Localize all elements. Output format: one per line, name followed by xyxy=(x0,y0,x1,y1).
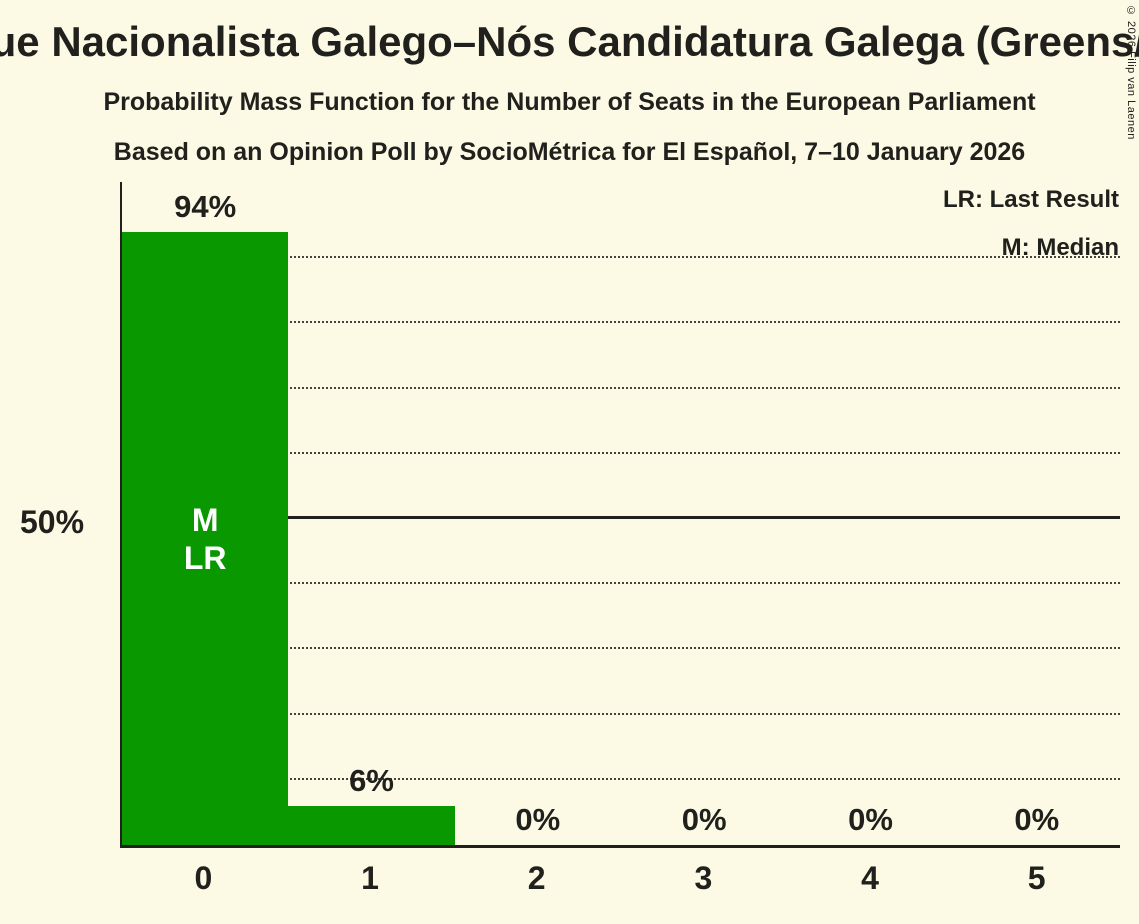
value-label-seats-0: 94% xyxy=(174,189,237,225)
gridline-30pct xyxy=(122,647,1120,650)
gridline-40pct xyxy=(122,582,1120,585)
gridline-70pct xyxy=(122,386,1120,389)
x-tick-label-2: 2 xyxy=(527,860,546,896)
bar-seats-1 xyxy=(288,805,455,845)
value-label-seats-2: 0% xyxy=(515,802,561,837)
title-wrap: Bloque Nacionalista Galego–Nós Candidatu… xyxy=(0,18,1139,66)
bar-seats-0 xyxy=(122,232,289,845)
x-tick-label-1: 1 xyxy=(361,860,379,896)
value-label-seats-1: 6% xyxy=(349,762,394,798)
gridline-90pct xyxy=(122,256,1120,259)
major-gridline-50pct xyxy=(122,516,1120,519)
bar-annotation-line-m: M xyxy=(191,501,219,538)
gridline-10pct xyxy=(122,777,1120,780)
value-label-seats-3: 0% xyxy=(681,802,727,837)
value-label-seats-5: 0% xyxy=(1014,802,1060,837)
gridline-80pct xyxy=(122,321,1120,324)
plot-area: 94% 6% 0% 0% 0% 0% M LR xyxy=(120,182,1120,848)
legend-last-result: LR: Last Result xyxy=(942,186,1119,213)
x-tick-label-3: 3 xyxy=(694,860,713,896)
bar-annotation-line-lr: LR xyxy=(183,539,227,576)
gridline-60pct xyxy=(122,451,1120,454)
chart-title: Bloque Nacionalista Galego–Nós Candidatu… xyxy=(0,18,1139,65)
bar-annotation-m-lr: M LR xyxy=(122,501,288,577)
chart-subtitle-line1: Probability Mass Function for the Number… xyxy=(103,88,1036,116)
chart-subtitle-line2: Based on an Opinion Poll by SocioMétrica… xyxy=(113,138,1026,166)
x-tick-label-5: 5 xyxy=(1027,860,1046,896)
x-tick-label-4: 4 xyxy=(861,860,879,896)
x-axis-ticks: 0 1 2 3 4 5 xyxy=(120,860,1120,897)
x-tick-label-0: 0 xyxy=(194,860,213,896)
copyright-notice: © 2026 Filip van Laenen xyxy=(1125,5,1137,140)
value-label-seats-4: 0% xyxy=(848,802,893,837)
gridline-20pct xyxy=(122,712,1120,715)
y-axis-label-50pct: 50% xyxy=(19,504,85,540)
